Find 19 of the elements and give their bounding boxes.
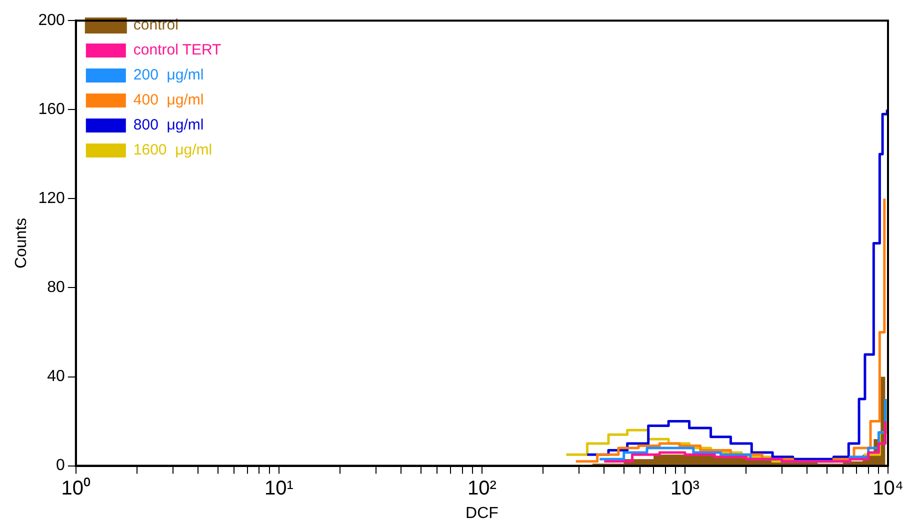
legend-label: 400 μg/ml	[133, 92, 204, 109]
y-tick-label: 200	[38, 12, 65, 30]
y-axis-title: Counts	[13, 218, 30, 269]
x-tick-label: 10⁰	[61, 476, 91, 500]
x-tick-label: 10⁴	[872, 477, 904, 500]
y-tick-label: 80	[47, 279, 65, 296]
y-tick-label: 160	[38, 101, 65, 118]
y-tick-label: 0	[56, 457, 65, 474]
legend-label: 800 μg/ml	[133, 116, 204, 134]
legend-label: control	[133, 16, 178, 34]
x-tick-label: 10²	[467, 477, 497, 500]
legend-label: control TERT	[133, 42, 222, 59]
x-tick-label: 10³	[670, 477, 700, 500]
y-tick-label: 120	[38, 190, 65, 208]
legend-label: 200 μg/ml	[133, 66, 204, 84]
legend-label: 1600 μg/ml	[133, 142, 212, 159]
x-axis-title: DCF	[466, 504, 499, 522]
y-tick-label: 40	[47, 368, 65, 386]
x-tick-label: 10¹	[264, 477, 294, 500]
